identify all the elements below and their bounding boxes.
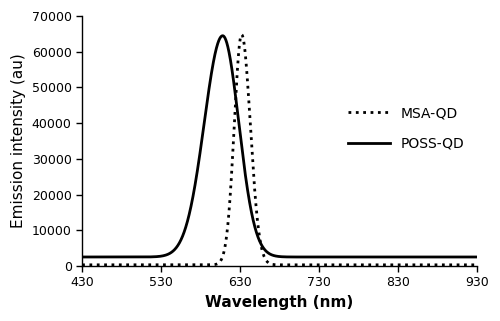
MSA-QD	[248, 130, 254, 134]
POSS-QD	[220, 34, 226, 38]
POSS-QD	[474, 255, 480, 259]
MSA-QD	[79, 263, 85, 267]
POSS-QD	[124, 255, 130, 259]
MSA-QD	[230, 137, 236, 141]
MSA-QD	[238, 33, 244, 37]
Legend: MSA-QD, POSS-QD: MSA-QD, POSS-QD	[342, 101, 470, 156]
POSS-QD	[248, 207, 254, 211]
MSA-QD	[124, 263, 130, 267]
MSA-QD	[148, 263, 154, 267]
MSA-QD	[474, 263, 480, 267]
Line: POSS-QD: POSS-QD	[82, 36, 477, 257]
POSS-QD	[79, 255, 85, 259]
POSS-QD	[424, 255, 430, 259]
POSS-QD	[466, 255, 472, 259]
POSS-QD	[230, 80, 236, 83]
MSA-QD	[466, 263, 472, 267]
Line: MSA-QD: MSA-QD	[82, 35, 477, 265]
X-axis label: Wavelength (nm): Wavelength (nm)	[206, 295, 354, 310]
POSS-QD	[148, 255, 154, 259]
MSA-QD	[424, 263, 430, 267]
POSS-QD	[364, 255, 370, 259]
Y-axis label: Emission intensity (au): Emission intensity (au)	[11, 54, 26, 228]
